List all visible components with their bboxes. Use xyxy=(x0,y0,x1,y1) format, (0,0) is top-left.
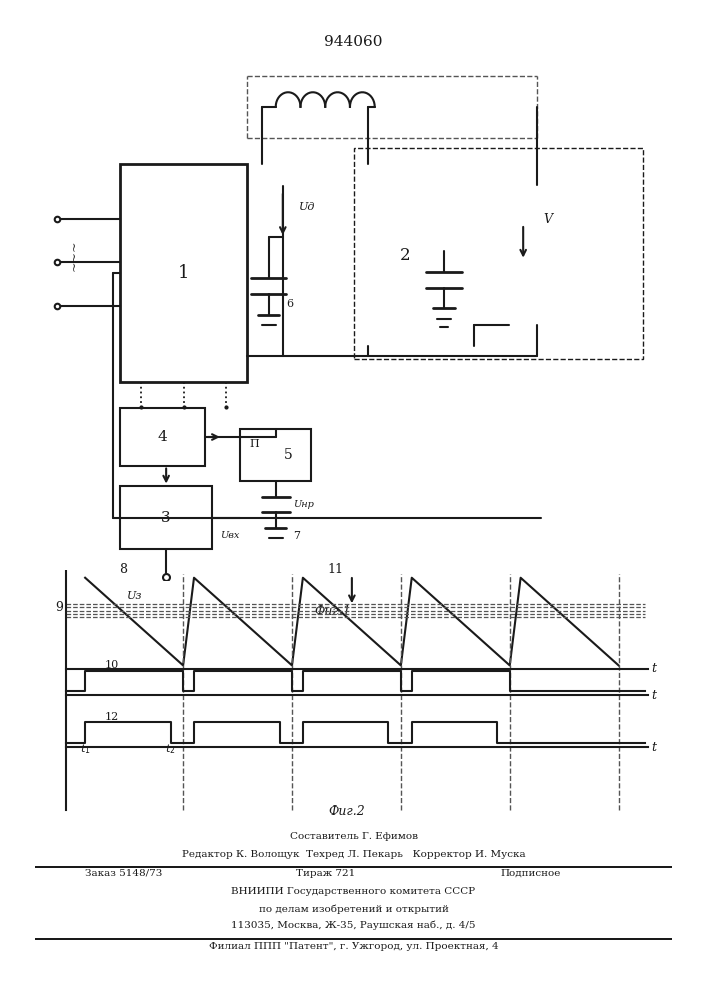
Bar xyxy=(354,148,643,359)
Text: 944060: 944060 xyxy=(325,35,382,49)
Bar xyxy=(509,185,537,325)
Text: 6: 6 xyxy=(286,299,293,309)
Text: 10: 10 xyxy=(105,660,119,670)
Text: ВНИИПИ Государственного комитета СССР: ВНИИПИ Государственного комитета СССР xyxy=(231,887,476,896)
Text: 4: 4 xyxy=(158,430,168,444)
Text: t: t xyxy=(651,662,656,675)
Text: $t_2$: $t_2$ xyxy=(165,742,176,756)
Text: V: V xyxy=(544,213,552,226)
Text: 11: 11 xyxy=(327,563,344,576)
Bar xyxy=(120,164,247,382)
Text: 7: 7 xyxy=(293,531,300,541)
Text: Филиал ППП "Патент", г. Ужгород, ул. Проектная, 4: Филиал ППП "Патент", г. Ужгород, ул. Про… xyxy=(209,942,498,951)
Text: П: П xyxy=(250,439,259,449)
Text: Составитель Г. Ефимов: Составитель Г. Ефимов xyxy=(289,832,418,841)
Text: Подписное: Подписное xyxy=(500,869,561,878)
Text: 113035, Москва, Ж-35, Раушская наб., д. 4/5: 113035, Москва, Ж-35, Раушская наб., д. … xyxy=(231,921,476,930)
Text: Фиг.1: Фиг.1 xyxy=(314,605,351,618)
Text: Редактор К. Волощук  Техред Л. Пекарь   Корректор И. Муска: Редактор К. Волощук Техред Л. Пекарь Кор… xyxy=(182,850,525,859)
Text: $t_1$: $t_1$ xyxy=(80,742,90,756)
Text: 9: 9 xyxy=(55,601,64,614)
Text: Тираж 721: Тираж 721 xyxy=(296,869,355,878)
Text: Uвх: Uвх xyxy=(220,531,240,540)
Text: ~~~: ~~~ xyxy=(68,240,81,271)
Bar xyxy=(120,486,212,549)
Bar xyxy=(368,164,474,346)
Bar xyxy=(120,408,205,466)
Text: Uд: Uд xyxy=(299,202,316,212)
Text: 3: 3 xyxy=(161,511,171,525)
Text: по делам изобретений и открытий: по делам изобретений и открытий xyxy=(259,904,448,914)
Text: Uз: Uз xyxy=(127,591,142,601)
Text: t: t xyxy=(651,689,656,702)
Text: 2: 2 xyxy=(399,246,410,263)
Text: t: t xyxy=(651,741,656,754)
Text: 8: 8 xyxy=(119,563,127,576)
Text: 1: 1 xyxy=(178,264,189,282)
Text: Uнр: Uнр xyxy=(293,500,315,509)
Text: Заказ 5148/73: Заказ 5148/73 xyxy=(85,869,162,878)
Text: 12: 12 xyxy=(105,712,119,722)
Text: Фиг.2: Фиг.2 xyxy=(328,805,365,818)
Text: 5: 5 xyxy=(284,448,293,462)
Bar xyxy=(240,429,311,481)
